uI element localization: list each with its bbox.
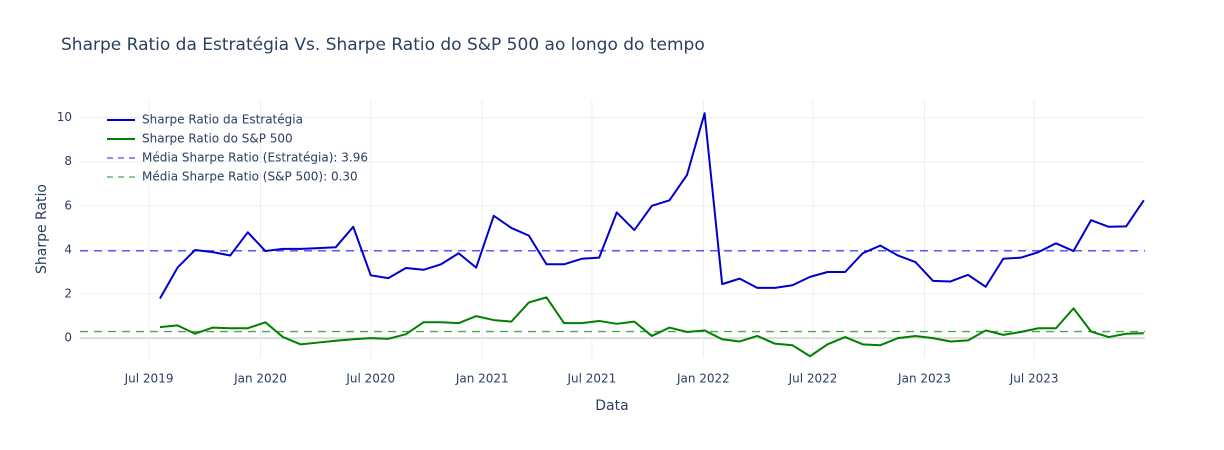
x-tick-label: Jul 2020 [345, 372, 395, 386]
y-tick-label: 10 [57, 110, 72, 124]
x-tick-label: Jul 2023 [1009, 372, 1059, 386]
y-tick-label: 2 [64, 287, 72, 301]
y-tick-label: 4 [64, 242, 72, 256]
y-tick-label: 6 [64, 198, 72, 212]
x-axis-title: Data [595, 398, 628, 414]
legend-label: Média Sharpe Ratio (Estratégia): 3.96 [142, 151, 368, 165]
x-tick-label: Jul 2021 [566, 372, 616, 386]
y-tick-label: 8 [64, 154, 72, 168]
chart-title: Sharpe Ratio da Estratégia Vs. Sharpe Ra… [61, 35, 705, 55]
legend-label: Média Sharpe Ratio (S&P 500): 0.30 [142, 170, 358, 184]
legend-label: Sharpe Ratio do S&P 500 [142, 132, 293, 146]
x-tick-label: Jul 2019 [124, 372, 174, 386]
legend-label: Sharpe Ratio da Estratégia [142, 113, 303, 127]
y-tick-label: 0 [64, 331, 72, 345]
x-tick-label: Jul 2022 [788, 372, 838, 386]
data-line [159, 296, 1144, 358]
x-tick-label: Jan 2021 [455, 372, 509, 386]
x-tick-label: Jan 2022 [676, 372, 730, 386]
y-axis-title: Sharpe Ratio [34, 184, 50, 274]
data-line [159, 112, 1145, 299]
x-tick-label: Jan 2020 [233, 372, 287, 386]
x-tick-label: Jan 2023 [897, 372, 951, 386]
